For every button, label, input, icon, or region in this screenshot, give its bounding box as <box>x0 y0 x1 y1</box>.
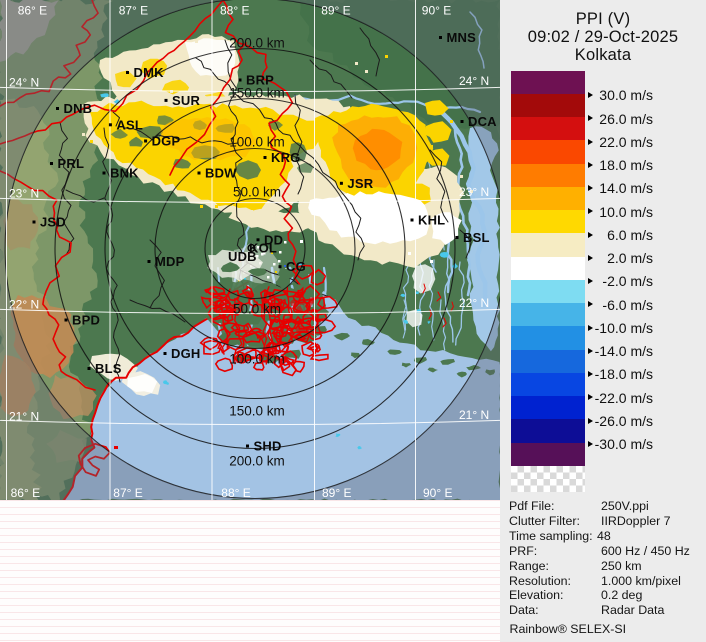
svg-text:BRP: BRP <box>246 73 274 88</box>
svg-text:MDP: MDP <box>155 254 185 269</box>
svg-text:24° N: 24° N <box>459 74 489 88</box>
svg-text:22° N: 22° N <box>459 296 489 310</box>
svg-text:23° N: 23° N <box>9 187 39 201</box>
svg-text:87° E: 87° E <box>119 4 148 18</box>
svg-text:50.0 km: 50.0 km <box>233 301 281 316</box>
svg-text:KRG: KRG <box>271 150 301 165</box>
svg-text:100.0 km: 100.0 km <box>229 351 285 366</box>
svg-text:86° E: 86° E <box>18 4 47 18</box>
svg-text:PRL: PRL <box>58 156 85 171</box>
svg-text:DGP: DGP <box>152 134 181 149</box>
svg-text:200.0 km: 200.0 km <box>229 35 285 50</box>
svg-text:DNB: DNB <box>64 101 93 116</box>
svg-text:90° E: 90° E <box>422 4 451 18</box>
svg-text:DCA: DCA <box>468 114 497 129</box>
svg-text:100.0 km: 100.0 km <box>229 134 285 149</box>
svg-text:200.0 km: 200.0 km <box>229 453 285 468</box>
svg-text:21° N: 21° N <box>459 408 489 422</box>
svg-text:22° N: 22° N <box>9 298 39 312</box>
svg-text:90° E: 90° E <box>423 486 452 500</box>
svg-text:KOL: KOL <box>249 241 277 256</box>
svg-text:JSD: JSD <box>40 215 66 230</box>
svg-text:JSR: JSR <box>347 176 373 191</box>
svg-text:150.0 km: 150.0 km <box>229 403 285 418</box>
svg-text:86° E: 86° E <box>11 486 40 500</box>
svg-text:23° N: 23° N <box>459 185 489 199</box>
svg-text:21° N: 21° N <box>9 410 39 424</box>
svg-text:BNK: BNK <box>110 166 139 181</box>
svg-text:BSL: BSL <box>463 230 490 245</box>
svg-text:150.0 km: 150.0 km <box>229 85 285 100</box>
svg-text:24° N: 24° N <box>9 76 39 90</box>
svg-text:DD: DD <box>264 232 283 247</box>
svg-text:88° E: 88° E <box>221 486 250 500</box>
svg-text:BPD: BPD <box>72 313 100 328</box>
svg-text:89° E: 89° E <box>322 486 351 500</box>
svg-text:50.0 km: 50.0 km <box>233 184 281 199</box>
svg-text:BDW: BDW <box>205 166 237 181</box>
svg-text:DGH: DGH <box>171 346 201 361</box>
svg-text:MNS: MNS <box>447 30 477 45</box>
svg-text:SUR: SUR <box>172 93 200 108</box>
svg-text:DMK: DMK <box>134 65 165 80</box>
svg-text:CG: CG <box>286 259 306 274</box>
svg-text:BLS: BLS <box>95 361 122 376</box>
svg-text:88° E: 88° E <box>220 4 249 18</box>
svg-text:89° E: 89° E <box>321 4 350 18</box>
svg-text:SHD: SHD <box>254 439 282 454</box>
svg-text:KHL: KHL <box>418 213 445 228</box>
svg-text:ASL: ASL <box>116 117 143 132</box>
svg-text:87° E: 87° E <box>113 486 142 500</box>
svg-text:UDB: UDB <box>228 249 257 264</box>
